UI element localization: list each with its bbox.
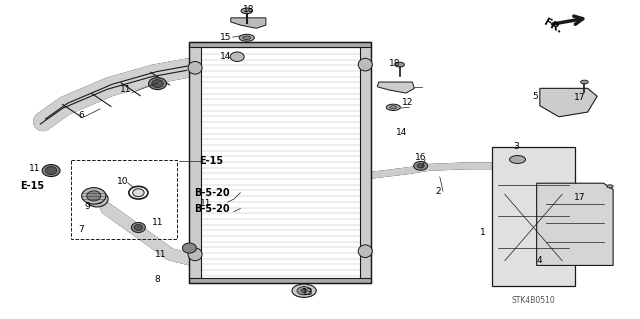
Text: 8: 8: [155, 275, 161, 284]
Text: 6: 6: [78, 111, 84, 120]
Bar: [189, 278, 371, 283]
Text: 11: 11: [120, 85, 131, 94]
Ellipse shape: [301, 289, 307, 293]
Ellipse shape: [395, 62, 404, 67]
Text: 3: 3: [513, 142, 519, 151]
Polygon shape: [378, 82, 414, 93]
Ellipse shape: [134, 224, 143, 231]
Bar: [360, 42, 371, 283]
Text: B-5-20: B-5-20: [194, 204, 230, 213]
Text: 11: 11: [152, 218, 163, 227]
Text: 1: 1: [479, 228, 485, 237]
Polygon shape: [540, 88, 597, 117]
Ellipse shape: [358, 245, 372, 257]
Ellipse shape: [230, 52, 244, 62]
Ellipse shape: [243, 36, 250, 40]
Ellipse shape: [188, 248, 202, 261]
Ellipse shape: [82, 188, 106, 204]
Ellipse shape: [358, 58, 372, 71]
Text: 2: 2: [435, 187, 441, 196]
Ellipse shape: [297, 286, 311, 295]
Text: 18: 18: [390, 59, 401, 68]
Ellipse shape: [188, 62, 202, 74]
Ellipse shape: [132, 189, 144, 197]
Ellipse shape: [509, 156, 525, 163]
Ellipse shape: [42, 165, 60, 177]
Ellipse shape: [580, 80, 588, 84]
Ellipse shape: [45, 167, 57, 174]
Text: 11: 11: [29, 165, 41, 174]
Text: 12: 12: [403, 98, 413, 107]
Text: FR.: FR.: [541, 18, 563, 36]
Ellipse shape: [239, 34, 254, 41]
Polygon shape: [231, 18, 266, 28]
Ellipse shape: [152, 80, 163, 87]
Text: 11: 11: [200, 199, 211, 208]
Ellipse shape: [390, 106, 397, 109]
Text: 11: 11: [155, 250, 166, 259]
Ellipse shape: [86, 191, 108, 207]
Bar: [72, 160, 177, 239]
Text: 4: 4: [537, 256, 543, 265]
Text: 7: 7: [78, 225, 84, 234]
Text: 10: 10: [116, 177, 128, 186]
Text: E-15: E-15: [20, 182, 44, 191]
Ellipse shape: [413, 161, 428, 170]
Bar: [492, 147, 575, 286]
Text: 5: 5: [532, 92, 538, 101]
Ellipse shape: [241, 8, 252, 14]
Text: STK4B0510: STK4B0510: [511, 296, 555, 305]
Ellipse shape: [91, 194, 103, 204]
Text: E-15: E-15: [200, 156, 224, 166]
Ellipse shape: [87, 191, 100, 201]
Bar: [189, 42, 201, 283]
Ellipse shape: [607, 185, 613, 188]
Ellipse shape: [387, 104, 400, 110]
Text: 17: 17: [574, 93, 586, 102]
Ellipse shape: [131, 222, 145, 233]
Text: 18: 18: [243, 5, 254, 14]
Text: 14: 14: [396, 128, 407, 137]
Text: 9: 9: [84, 203, 90, 211]
Ellipse shape: [148, 78, 166, 90]
Polygon shape: [537, 183, 613, 265]
Ellipse shape: [292, 284, 316, 297]
Text: 14: 14: [220, 52, 232, 61]
Text: B-5-20: B-5-20: [194, 188, 230, 198]
Text: 13: 13: [301, 288, 313, 297]
Text: 15: 15: [220, 33, 232, 42]
Text: 16: 16: [415, 153, 426, 162]
Bar: [189, 42, 371, 47]
Ellipse shape: [182, 243, 196, 253]
Bar: [189, 42, 371, 283]
Text: 17: 17: [574, 193, 586, 202]
Ellipse shape: [417, 164, 424, 168]
